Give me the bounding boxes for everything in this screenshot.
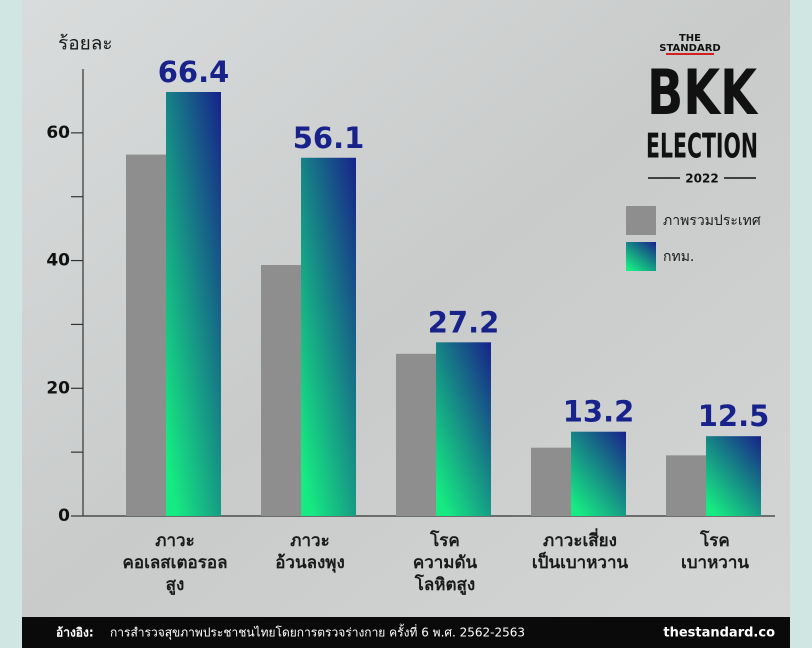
x-tick-label: ภาวะ	[155, 531, 194, 551]
value-label: 56.1	[293, 121, 365, 155]
legend-label: ภาพรวมประเทศ	[663, 213, 761, 229]
footer-site: thestandard.co	[663, 626, 775, 641]
bar	[531, 448, 571, 516]
x-tick-label: ภาวะ	[290, 531, 329, 551]
bar	[436, 342, 491, 516]
y-tick-label: 60	[46, 123, 70, 143]
x-tick-label: คอเลสเตอรอล	[122, 553, 227, 573]
bar	[261, 265, 301, 516]
bar	[666, 455, 706, 516]
value-label: 13.2	[563, 395, 635, 429]
legend-swatch	[626, 242, 656, 271]
bar	[166, 92, 221, 516]
x-tick-label: สูง	[166, 575, 185, 596]
x-tick-label: โรค	[699, 530, 730, 551]
y-tick-label: 40	[46, 251, 70, 271]
bar	[301, 158, 356, 516]
legend-swatch	[626, 206, 656, 235]
x-tick-label: โรค	[429, 530, 460, 551]
logo-year: 2022	[685, 172, 718, 186]
x-tick-label: โลหิตสูง	[414, 574, 475, 596]
x-tick-label: อ้วนลงพุง	[275, 553, 345, 573]
x-tick-label: เป็นเบาหวาน	[532, 550, 629, 573]
value-label: 27.2	[428, 305, 500, 339]
footer-source-label: อ้างอิง:	[56, 626, 94, 640]
bar	[126, 155, 166, 516]
logo-election: ELECTION	[646, 127, 758, 167]
infographic: ร้อยละ THE STANDARD BKK ELECTION 2022 อ้…	[0, 0, 812, 648]
y-tick-label: 0	[58, 506, 70, 526]
x-tick-label: ความดัน	[413, 553, 478, 573]
y-axis-label: ร้อยละ	[58, 33, 113, 55]
logo: THE STANDARD BKK ELECTION 2022	[646, 33, 758, 186]
bar	[571, 432, 626, 516]
bar	[706, 436, 761, 516]
value-label: 12.5	[698, 399, 770, 433]
bar	[396, 354, 436, 516]
footer-source: การสำรวจสุขภาพประชาชนไทยโดยการตรวจร่างกา…	[110, 624, 525, 641]
logo-standard: STANDARD	[659, 43, 720, 54]
logo-bkk: BKK	[647, 56, 758, 129]
x-tick-label: ภาวะเสี่ยง	[543, 528, 617, 551]
legend-label: กทม.	[663, 249, 694, 265]
value-label: 66.4	[158, 55, 230, 89]
x-tick-label: เบาหวาน	[681, 553, 749, 573]
y-tick-label: 20	[46, 378, 70, 398]
